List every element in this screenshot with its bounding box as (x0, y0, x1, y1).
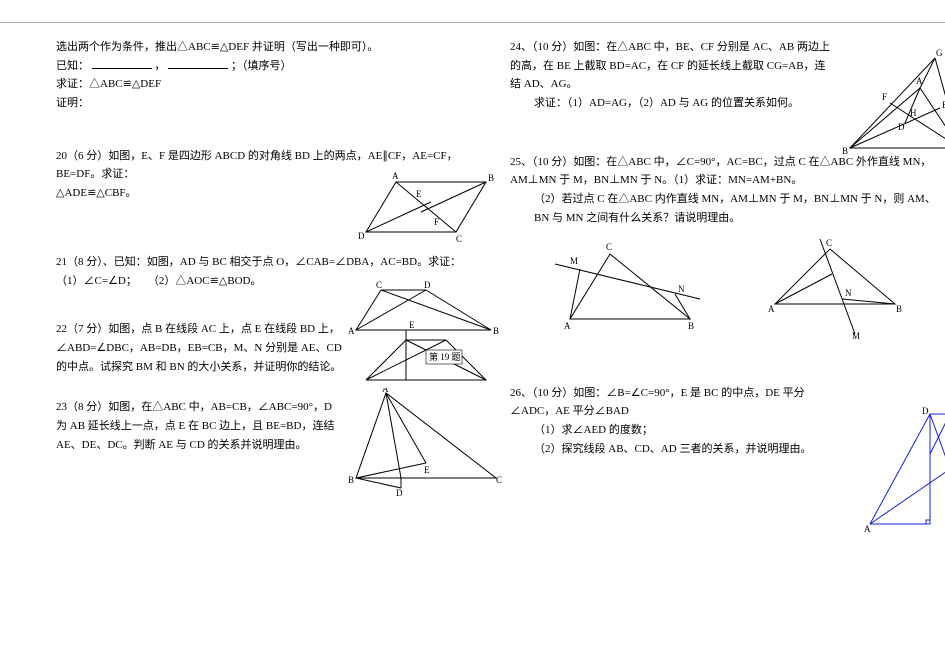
q26-p1: （1）求∠AED 的度数； (510, 421, 840, 440)
q23-header: 23（8 分）如图，在△ABC 中，AB=CB，∠ABC=90°，D 为 AB … (56, 398, 336, 454)
q19-given-label: 已知： (56, 60, 89, 72)
q24-header: 24、（10 分）如图：在△ABC 中，BE、CF 分别是 AC、AB 两边上的… (510, 38, 830, 94)
blank-2 (168, 57, 228, 69)
q19: 选出两个作为条件，推出△ABC≌△DEF 并证明（写出一种即可）。 已知： ， … (56, 38, 496, 113)
q26: 26、（10 分）如图：∠B=∠C=90°，E 是 BC 的中点，DE 平分∠A… (510, 384, 945, 459)
q25-figure-right: A B C M N (760, 234, 910, 344)
q19-comma: ， (155, 60, 166, 72)
lbl-B: B (688, 321, 694, 331)
lbl-M: M (570, 256, 578, 266)
lbl-D: D (424, 280, 431, 290)
lbl-A: A (392, 171, 399, 181)
q25: 25、（10 分）如图：在△ABC 中，∠C=90°，AC=BC，过点 C 在△… (510, 153, 945, 344)
blank-1 (92, 57, 152, 69)
q26-figure: A B C D E (860, 404, 945, 534)
lbl-D: D (396, 488, 403, 498)
lbl-B: B (493, 326, 499, 336)
lbl-A: A (382, 388, 389, 394)
left-column: 选出两个作为条件，推出△ABC≌△DEF 并证明（写出一种即可）。 已知： ， … (56, 38, 496, 476)
q24-figure: A B C D E F G H (840, 48, 945, 158)
lbl-A: A (564, 321, 571, 331)
lbl-D: D (898, 122, 905, 132)
q23: 23（8 分）如图，在△ABC 中，AB=CB，∠ABC=90°，D 为 AB … (56, 398, 496, 454)
q19-line2: 已知： ， ；（填序号） (56, 57, 496, 76)
lbl-A: A (348, 326, 355, 336)
q26-header: 26、（10 分）如图：∠B=∠C=90°，E 是 BC 的中点，DE 平分∠A… (510, 384, 840, 421)
lbl-A: A (916, 76, 923, 86)
q23-figure: A B C D E (346, 388, 506, 498)
q25-body: （2）若过点 C 在△ABC 内作直线 MN，AM⊥MN 于 M，BN⊥MN 于… (510, 190, 945, 227)
q19-note: ；（填序号） (231, 60, 292, 72)
q19-line1: 选出两个作为条件，推出△ABC≌△DEF 并证明（写出一种即可）。 (56, 38, 496, 57)
lbl-G: G (936, 48, 943, 58)
lbl-D: D (922, 406, 929, 416)
lbl-C2: C (826, 238, 832, 248)
lbl-C: C (456, 234, 462, 244)
lbl-C: C (376, 280, 382, 290)
lbl-E: E (409, 320, 415, 330)
q24-body: 求证：（1）AD=AG，（2）AD 与 AG 的位置关系如何。 (510, 94, 830, 113)
lbl-N2: N (845, 288, 852, 298)
lbl-E: E (416, 189, 422, 199)
lbl-F: F (434, 217, 439, 227)
lbl-A2: A (768, 304, 775, 314)
q22-figlabel: 第 19 题 (429, 351, 461, 362)
q20: 20（6 分）如图，E、F 是四边形 ABCD 的对角线 BD 上的两点，AE∥… (56, 147, 496, 203)
lbl-N: N (678, 284, 685, 294)
lbl-A: A (864, 524, 871, 534)
lbl-M2: M (852, 331, 860, 341)
lbl-B2: B (896, 304, 902, 314)
right-column: 24、（10 分）如图：在△ABC 中，BE、CF 分别是 AC、AB 两边上的… (510, 38, 945, 480)
lbl-B: B (488, 173, 494, 183)
q19-line4: 证明： (56, 94, 496, 113)
lbl-C: C (496, 475, 502, 485)
q21-header: 21（8 分）、已知：如图，AD 与 BC 相交于点 O，∠CAB=∠DBA，A… (56, 253, 496, 272)
page-rule (0, 22, 945, 23)
q22-figure: C D A B E 第 19 题 (346, 280, 506, 390)
lbl-B: B (348, 475, 354, 485)
lbl-E: E (424, 465, 430, 475)
q20-figure: A B C D E F (356, 167, 506, 252)
q19-line3: 求证：△ABC≌△DEF (56, 75, 496, 94)
q26-p2: （2）探究线段 AB、CD、AD 三者的关系，并说明理由。 (510, 440, 840, 459)
q22: 22（7 分）如图，点 B 在线段 AC 上，点 E 在线段 BD 上，∠ABD… (56, 320, 496, 376)
lbl-D: D (358, 231, 365, 241)
q24: 24、（10 分）如图：在△ABC 中，BE、CF 分别是 AC、AB 两边上的… (510, 38, 945, 113)
lbl-F: F (882, 92, 887, 102)
q22-header: 22（7 分）如图，点 B 在线段 AC 上，点 E 在线段 BD 上，∠ABD… (56, 320, 346, 376)
q25-figure-left: A B C M N (550, 234, 710, 339)
lbl-H: H (910, 108, 917, 118)
q25-header: 25、（10 分）如图：在△ABC 中，∠C=90°，AC=BC，过点 C 在△… (510, 153, 945, 190)
lbl-C: C (606, 242, 612, 252)
